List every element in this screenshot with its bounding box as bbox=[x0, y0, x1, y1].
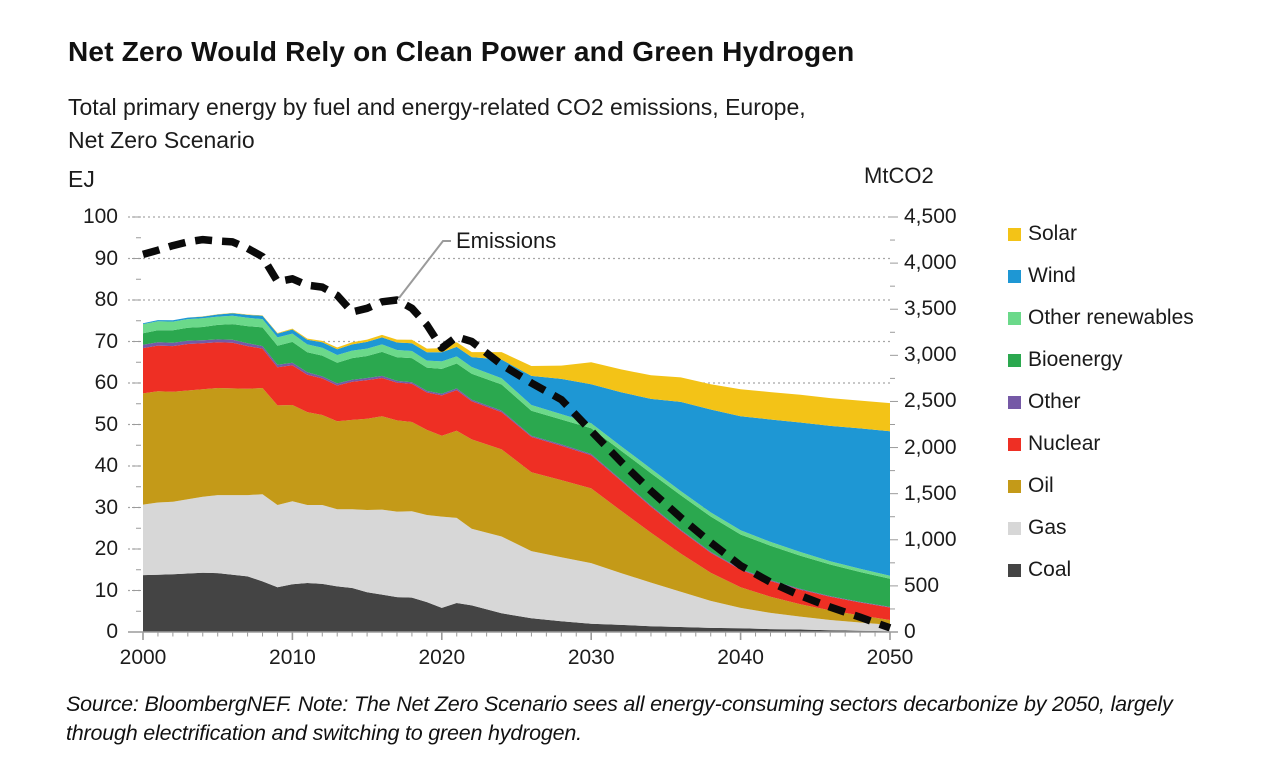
area-solar bbox=[143, 312, 890, 432]
area-oil bbox=[143, 388, 890, 625]
right-axis-tick-label: 3,000 bbox=[904, 343, 957, 367]
legend-swatch-coal bbox=[1008, 563, 1021, 577]
legend-item-other: Other bbox=[1008, 390, 1194, 414]
right-axis-tick-label: 2,000 bbox=[904, 435, 957, 459]
left-axis-tick-label: 50 bbox=[94, 412, 118, 436]
legend-label-nuclear: Nuclear bbox=[1028, 432, 1101, 455]
x-axis-tick-label: 2030 bbox=[567, 646, 615, 669]
x-axis-tick-label: 2040 bbox=[717, 646, 764, 669]
legend-label-other: Other bbox=[1028, 390, 1081, 413]
left-axis-tick-label: 70 bbox=[94, 329, 118, 353]
area-gas bbox=[143, 494, 890, 632]
legend-label-coal: Coal bbox=[1028, 558, 1072, 581]
legend-swatch-bioenergy bbox=[1008, 353, 1021, 367]
area-nuclear bbox=[143, 342, 890, 620]
area-wind bbox=[143, 313, 890, 576]
right-axis-unit-label: MtCO2 bbox=[864, 163, 934, 188]
legend-item-gas: Gas bbox=[1008, 516, 1194, 540]
emissions-annotation-label: Emissions bbox=[456, 228, 557, 253]
legend-label-oil: Oil bbox=[1028, 474, 1054, 497]
chart-subtitle: Total primary energy by fuel and energy-… bbox=[68, 94, 806, 153]
legend-item-other-renewables: Other renewables bbox=[1008, 306, 1194, 330]
x-axis-tick-label: 2050 bbox=[866, 646, 914, 669]
left-axis-tick-label: 40 bbox=[94, 454, 118, 477]
legend-item-nuclear: Nuclear bbox=[1008, 432, 1194, 456]
legend-swatch-gas bbox=[1008, 521, 1021, 535]
x-axis-tick-label: 2020 bbox=[418, 646, 466, 669]
left-axis-unit-label: EJ bbox=[68, 166, 95, 192]
chart-legend: Solar Wind Other renewables Bioenergy Other N… bbox=[1008, 222, 1194, 582]
chart-title: Net Zero Would Rely on Clean Power and G… bbox=[68, 36, 855, 67]
right-axis-tick-label: 0 bbox=[904, 620, 916, 643]
legend-swatch-other-renewables bbox=[1008, 311, 1021, 325]
x-axis-tick-label: 2000 bbox=[119, 646, 167, 669]
emissions-line bbox=[141, 235, 892, 632]
left-axis-tick-label: 90 bbox=[94, 246, 118, 270]
legend-label-wind: Wind bbox=[1028, 264, 1076, 287]
left-axis-tick-label: 20 bbox=[94, 537, 118, 560]
area-bioenergy bbox=[143, 324, 890, 607]
right-axis-tick-label: 2,500 bbox=[904, 389, 957, 413]
legend-swatch-nuclear bbox=[1008, 437, 1021, 451]
legend-swatch-oil bbox=[1008, 479, 1021, 493]
x-axis-tick-label: 2010 bbox=[269, 646, 316, 669]
legend-item-oil: Oil bbox=[1008, 474, 1194, 498]
right-axis-tick-label: 3,500 bbox=[904, 297, 957, 321]
left-axis-tick-label: 30 bbox=[94, 495, 118, 519]
right-axis-tick-label: 4,500 bbox=[904, 205, 957, 228]
legend-label-other-renewables: Other renewables bbox=[1028, 306, 1194, 329]
legend-item-solar: Solar bbox=[1008, 222, 1194, 246]
legend-swatch-solar bbox=[1008, 227, 1021, 241]
legend-swatch-wind bbox=[1008, 269, 1021, 283]
left-axis-tick-label: 60 bbox=[94, 371, 118, 394]
legend-swatch-other bbox=[1008, 395, 1021, 409]
legend-item-coal: Coal bbox=[1008, 558, 1194, 582]
legend-label-gas: Gas bbox=[1028, 516, 1067, 539]
legend-item-wind: Wind bbox=[1008, 264, 1194, 288]
right-axis-tick-label: 4,000 bbox=[904, 251, 957, 275]
legend-label-bioenergy: Bioenergy bbox=[1028, 348, 1123, 371]
right-axis-tick-label: 1,000 bbox=[904, 527, 957, 551]
source-note: Source: BloombergNEF. Note: The Net Zero… bbox=[66, 692, 1173, 745]
emissions-annotation-connector bbox=[398, 240, 451, 299]
legend-label-solar: Solar bbox=[1028, 222, 1078, 245]
right-axis-tick-label: 1,500 bbox=[904, 481, 957, 505]
left-axis-tick-label: 80 bbox=[94, 288, 118, 311]
area-coal bbox=[143, 572, 890, 632]
legend-item-bioenergy: Bioenergy bbox=[1008, 348, 1194, 372]
left-axis-tick-label: 100 bbox=[82, 205, 118, 228]
left-axis-tick-label: 10 bbox=[94, 578, 118, 602]
left-axis-tick-label: 0 bbox=[106, 620, 118, 643]
right-axis-tick-label: 500 bbox=[904, 573, 940, 597]
